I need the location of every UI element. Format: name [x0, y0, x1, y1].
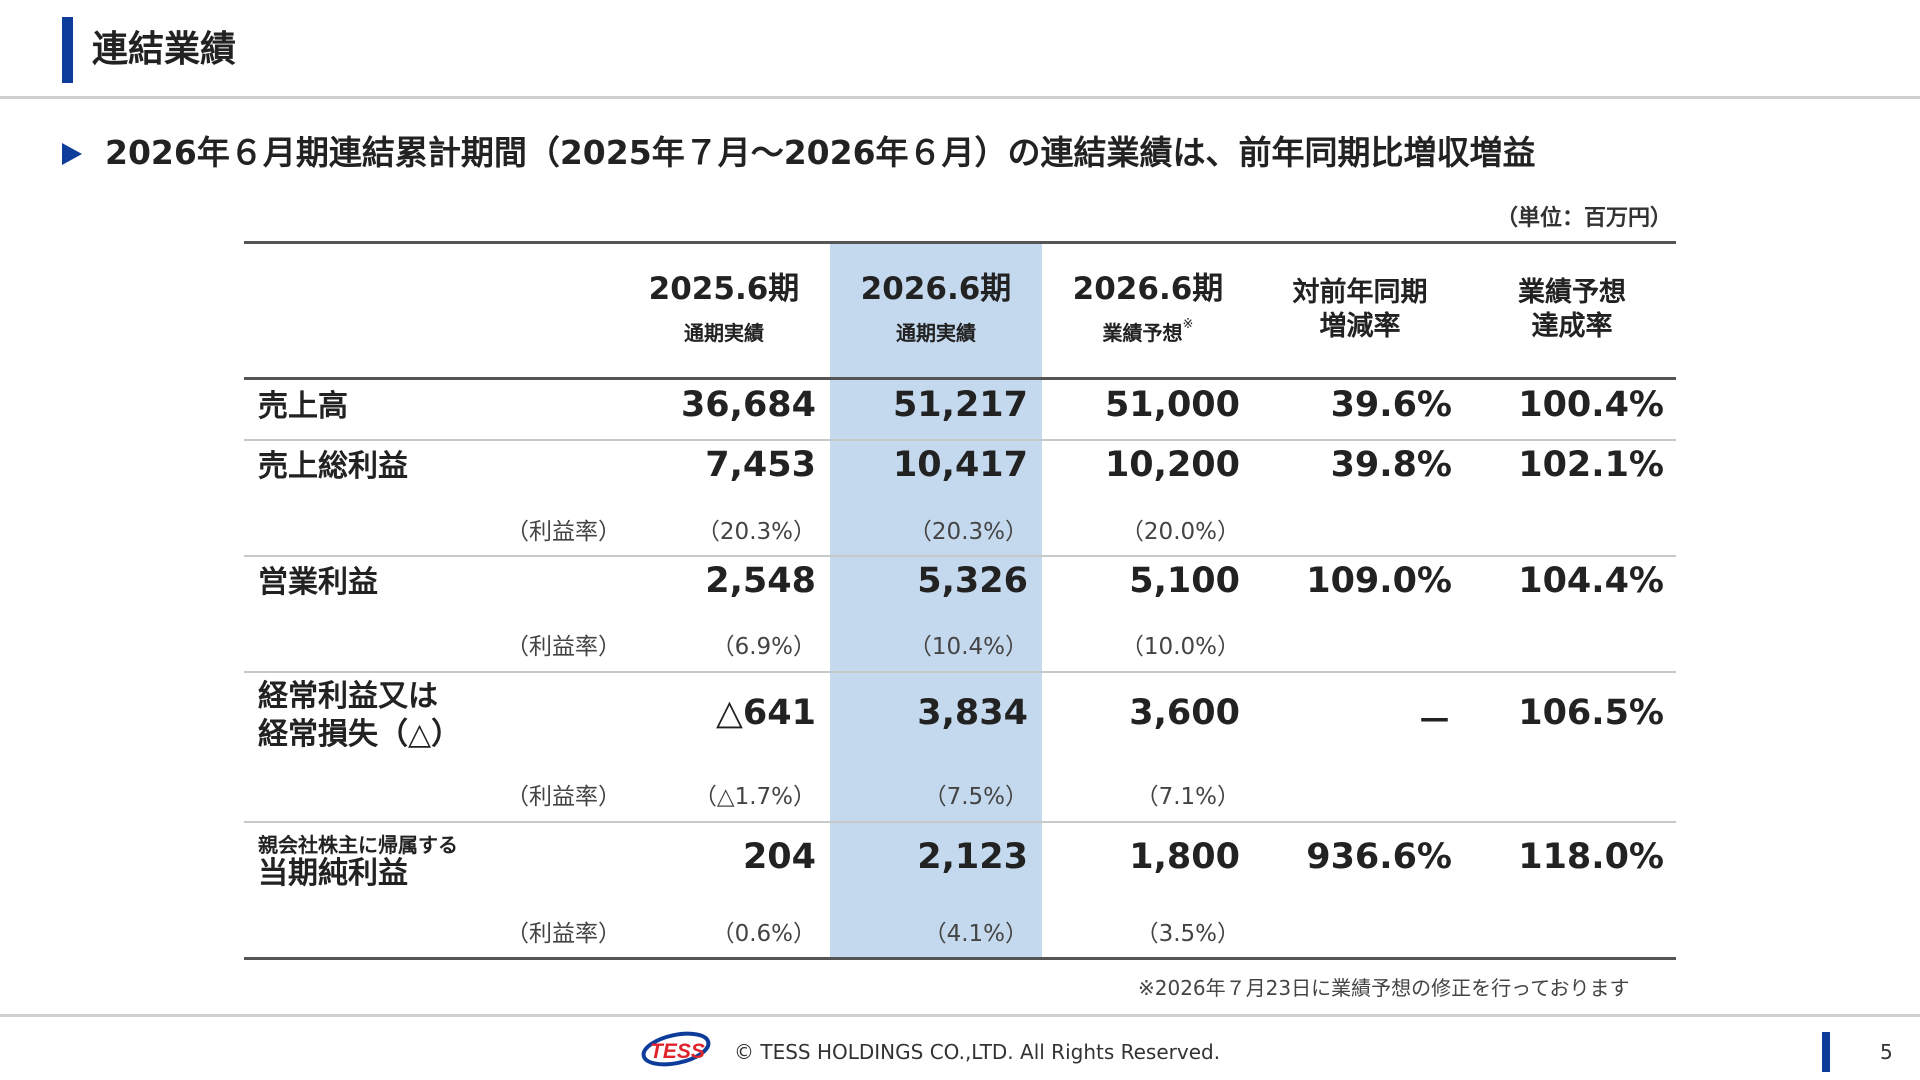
table-cell: 2,123 — [917, 837, 1028, 877]
table-cell: △641 — [716, 693, 816, 733]
col-header-line: 業績予想 — [1518, 277, 1626, 308]
col-header-line: 増減率 — [1319, 311, 1401, 342]
logo-text: TESS — [650, 1040, 705, 1063]
rate-cell: （4.1%） — [923, 921, 1028, 947]
rate-label: （利益率） — [506, 519, 621, 545]
table-cell: 5,100 — [1129, 561, 1240, 601]
table-cell: 7,453 — [705, 445, 816, 485]
row-label-ordinary-profit: 経常利益又は 経常損失（△） — [258, 678, 461, 754]
headline: 2026年６月期連結累計期間（2025年７月～2026年６月）の連結業績は、前年… — [105, 133, 1536, 172]
table-cell: 36,684 — [680, 385, 816, 425]
table-cell: 104.4% — [1518, 561, 1664, 601]
table-cell: 1,800 — [1129, 837, 1240, 877]
table-cell: 106.5% — [1518, 693, 1664, 733]
row-label-line: 経常利益又は — [258, 679, 438, 714]
row-label-net-income: 当期純利益 — [258, 856, 408, 891]
table-bottom-rule — [244, 957, 1676, 960]
rate-label: （利益率） — [506, 921, 621, 947]
table-top-rule — [244, 241, 1676, 244]
rate-label: （利益率） — [506, 784, 621, 810]
rate-cell: （20.3%） — [908, 519, 1028, 545]
table-cell: 51,000 — [1104, 385, 1240, 425]
rate-cell: （6.9%） — [711, 634, 816, 660]
table-cell: 109.0% — [1306, 561, 1452, 601]
footnote-mark: ※ — [1182, 317, 1194, 332]
page-title: 連結業績 — [92, 29, 237, 70]
table-cell: 2,548 — [705, 561, 816, 601]
col-header-line: 達成率 — [1531, 311, 1613, 342]
row-label-gross-profit: 売上総利益 — [258, 449, 408, 484]
header-divider — [0, 96, 1920, 99]
col-header-sub: 通期実績 — [684, 321, 764, 345]
col-header-achievement: 業績予想 達成率 — [1466, 276, 1678, 344]
rate-cell: （7.1%） — [1135, 784, 1240, 810]
rate-cell: （20.0%） — [1120, 519, 1240, 545]
rate-cell: （20.3%） — [696, 519, 816, 545]
table-cell: 204 — [742, 837, 816, 877]
rate-cell: （3.5%） — [1135, 921, 1240, 947]
table-cell: 39.8% — [1330, 445, 1452, 485]
tess-logo: TESS — [641, 1031, 711, 1067]
rate-cell: （10.0%） — [1120, 634, 1240, 660]
table-cell: 51,217 — [892, 385, 1028, 425]
copyright: © TESS HOLDINGS CO.,LTD. All Rights Rese… — [734, 1040, 1221, 1064]
table-cell: 39.6% — [1330, 385, 1452, 425]
table-cell: － — [1416, 702, 1452, 742]
row-label-line: 経常損失（△） — [258, 717, 462, 752]
title-accent-bar — [62, 17, 73, 83]
table-cell: 100.4% — [1518, 385, 1664, 425]
table-cell: 10,417 — [892, 445, 1028, 485]
table-cell: 118.0% — [1518, 837, 1664, 877]
header-bottom-rule — [244, 377, 1676, 380]
col-header-sub: 通期実績 — [896, 321, 976, 345]
footer-divider — [0, 1014, 1920, 1017]
row-label-prefix: 親会社株主に帰属する — [258, 833, 458, 857]
rate-cell: （7.5%） — [923, 784, 1028, 810]
table-cell: 936.6% — [1306, 837, 1452, 877]
col-header-line: 対前年同期 — [1292, 277, 1428, 308]
row-divider — [244, 439, 1676, 441]
row-label-net-sales: 売上高 — [258, 389, 348, 424]
unit-label: （単位：百万円） — [1496, 206, 1673, 231]
row-divider — [244, 821, 1676, 823]
row-divider — [244, 671, 1676, 673]
col-header-year: 2025.6期 — [648, 271, 800, 307]
table-cell: 102.1% — [1518, 445, 1664, 485]
rate-cell: （△1.7%） — [693, 784, 816, 810]
col-header-sub-text: 業績予想 — [1102, 321, 1183, 345]
results-table: 2025.6期 通期実績 2026.6期 通期実績 2026.6期 業績予想※ … — [244, 241, 1676, 960]
col-header-sub: 業績予想※ — [1042, 317, 1254, 346]
table-cell: 3,834 — [917, 693, 1028, 733]
row-label-operating-profit: 営業利益 — [258, 565, 378, 600]
col-header-year: 2026.6期 — [860, 271, 1012, 307]
rate-cell: （0.6%） — [711, 921, 816, 947]
row-divider — [244, 555, 1676, 557]
triangle-bullet-icon — [62, 143, 82, 165]
footer-accent-bar — [1822, 1032, 1830, 1072]
table-cell: 10,200 — [1104, 445, 1240, 485]
col-header-yoy: 対前年同期 増減率 — [1254, 276, 1466, 344]
footnote: ※2026年７月23日に業績予想の修正を行っております — [1138, 976, 1630, 1000]
highlight-column — [830, 243, 1042, 958]
page-number: 5 — [1880, 1040, 1893, 1064]
rate-label: （利益率） — [506, 634, 621, 660]
col-header-year: 2026.6期 — [1072, 271, 1224, 307]
table-cell: 3,600 — [1129, 693, 1240, 733]
table-cell: 5,326 — [917, 561, 1028, 601]
rate-cell: （10.4%） — [908, 634, 1028, 660]
